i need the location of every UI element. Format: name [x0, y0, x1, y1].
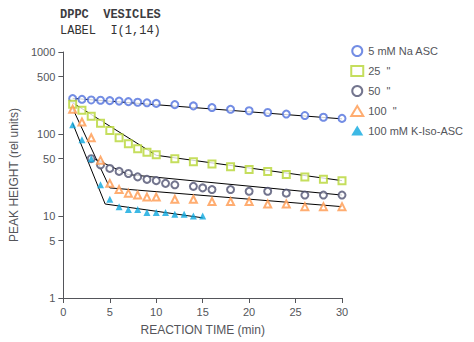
svg-text:100 mM K-Iso-ASC: 100 mM K-Iso-ASC: [368, 125, 463, 137]
svg-text:100: 100: [37, 128, 55, 140]
svg-text:25 ": 25 ": [368, 65, 390, 77]
svg-text:20: 20: [243, 306, 255, 318]
svg-text:10: 10: [150, 306, 162, 318]
svg-text:500: 500: [37, 71, 55, 83]
svg-text:0: 0: [60, 306, 66, 318]
svg-text:LABEL I(1,14): LABEL I(1,14): [60, 24, 161, 38]
svg-text:DPPC VESICLES: DPPC VESICLES: [60, 8, 161, 22]
svg-text:25: 25: [289, 306, 301, 318]
svg-text:100 ": 100 ": [368, 105, 396, 117]
svg-text:30: 30: [336, 306, 348, 318]
svg-text:PEAK HEIGHT (rel units): PEAK HEIGHT (rel units): [7, 108, 21, 242]
svg-text:1000: 1000: [31, 46, 55, 58]
svg-text:1: 1: [49, 292, 55, 304]
svg-text:5 mM Na ASC: 5 mM Na ASC: [368, 45, 438, 57]
svg-text:10: 10: [43, 210, 55, 222]
svg-text:50 ": 50 ": [368, 85, 390, 97]
svg-text:REACTION TIME (min): REACTION TIME (min): [140, 323, 264, 337]
svg-text:5: 5: [107, 306, 113, 318]
svg-text:50: 50: [43, 153, 55, 165]
svg-text:15: 15: [197, 306, 209, 318]
svg-text:5: 5: [49, 235, 55, 247]
